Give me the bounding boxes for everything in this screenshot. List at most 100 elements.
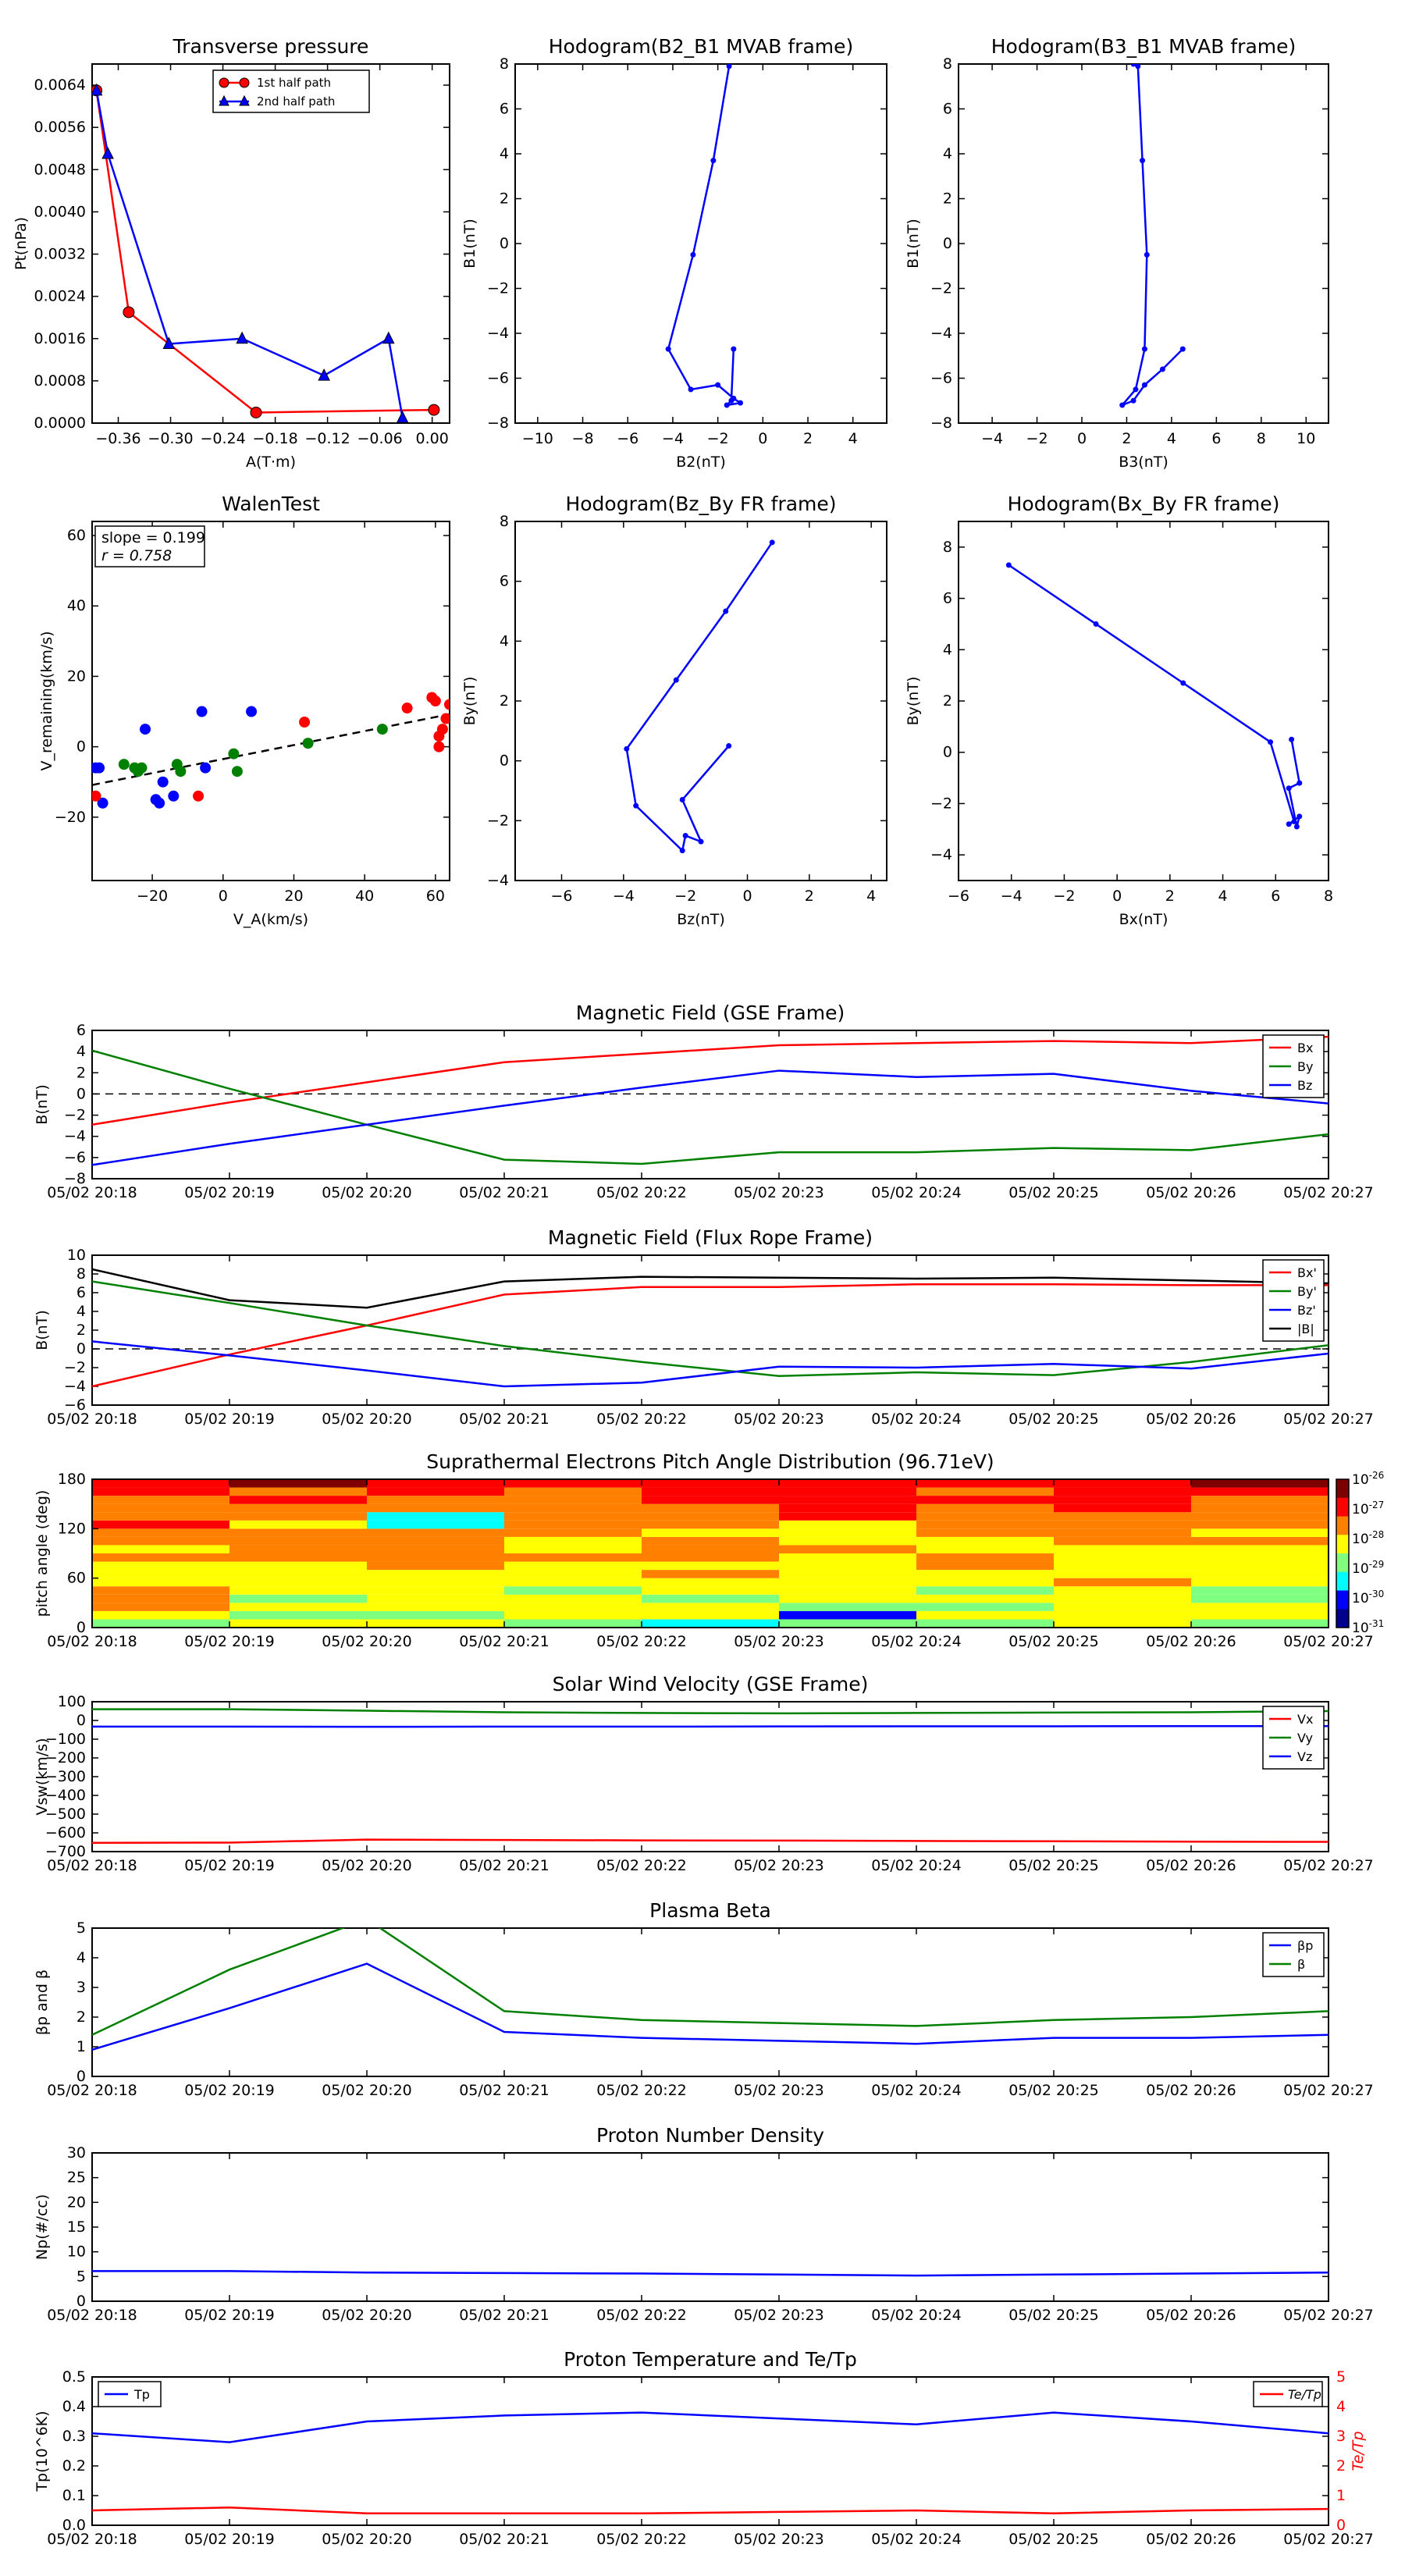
heatmap-cell xyxy=(229,1479,367,1488)
heatmap-cell xyxy=(367,1553,504,1562)
heatmap-cell xyxy=(504,1594,642,1603)
colorbar-exponent: -29 xyxy=(1369,1559,1385,1570)
heatmap-cell xyxy=(779,1520,916,1529)
chart-transverse_pressure: Transverse pressure−0.36 −0.30 −0.24 −0.18−… xyxy=(12,35,450,471)
y-tick-label: 0.1 xyxy=(62,2487,86,2504)
chart-hodogram_b2_b1: Hodogram(B2_B1 MVAB frame) −10 −8 −6 −4 −2 0 2 4… xyxy=(461,35,887,471)
x-tick-label: 4 xyxy=(1218,888,1228,905)
heatmap-cell xyxy=(1191,1603,1329,1611)
time-tick-label: 05/02 20:22 xyxy=(596,1411,687,1428)
legend-label: Bx xyxy=(1297,1041,1313,1055)
data-point xyxy=(1297,780,1303,786)
heatmap-cell xyxy=(1054,1610,1191,1620)
y-tick-label: 20 xyxy=(67,667,86,685)
heatmap-cell xyxy=(367,1479,504,1488)
heatmap-cell xyxy=(92,1487,229,1496)
heatmap-cell xyxy=(367,1603,504,1611)
x-tick-label: 2 xyxy=(805,888,814,905)
y-tick-label: −4 xyxy=(487,325,509,342)
heatmap-cell xyxy=(504,1503,642,1513)
legend-marker xyxy=(239,94,250,106)
data-point xyxy=(737,400,743,406)
data-point xyxy=(1119,402,1126,408)
heatmap-cell xyxy=(1054,1536,1191,1546)
y-tick-label: 2 xyxy=(76,1064,86,1081)
data-point xyxy=(162,336,176,350)
y-tick-label: 4 xyxy=(500,145,509,162)
heatmap-cell xyxy=(779,1603,916,1611)
x-tick-label: 0.00 xyxy=(416,430,449,447)
chart-hodogram_bz_by: Hodogram(Bz_By FR frame) −6 −4 −2 0 2 4 −4 −2 0 2 4… xyxy=(461,493,887,928)
heatmap-cell xyxy=(1191,1503,1329,1513)
y-tick-label: 0.0016 xyxy=(34,330,86,347)
y-tick-label: −8 xyxy=(64,1170,86,1187)
heatmap-cell xyxy=(916,1487,1054,1496)
x-tick-label: −4 xyxy=(1001,888,1023,905)
heatmap-cell xyxy=(229,1487,367,1496)
heatmap-cell xyxy=(779,1528,916,1537)
heatmap-cell xyxy=(1191,1619,1329,1628)
heatmap-cell xyxy=(367,1487,504,1496)
colorbar-segment xyxy=(1336,1571,1349,1591)
time-tick-label: 05/02 20:20 xyxy=(322,1857,412,1874)
colorbar-label: 10-27 xyxy=(1352,1500,1384,1517)
colorbar-label: 10-28 xyxy=(1352,1529,1384,1547)
data-point xyxy=(1141,382,1147,388)
plot-area xyxy=(1119,64,1186,408)
heatmap-cell xyxy=(367,1561,504,1571)
y-tick-label: 0 xyxy=(76,1619,86,1636)
x-tick-label: 6 xyxy=(1211,430,1221,447)
plot-area xyxy=(92,1928,1329,2051)
heatmap-cell xyxy=(504,1512,642,1521)
heatmap-cell xyxy=(92,1570,229,1578)
x-tick-label: 2 xyxy=(803,430,813,447)
x-tick-label: −20 xyxy=(137,888,168,905)
data-point xyxy=(246,706,258,717)
chart-vsw: Solar Wind Velocity (GSE Frame) 05/02 20:… xyxy=(34,1673,1374,1874)
data-point xyxy=(665,346,671,352)
chart-title: Magnetic Field (GSE Frame) xyxy=(576,1002,845,1024)
series-line xyxy=(92,1283,1329,1388)
x-tick-label: −10 xyxy=(522,430,553,447)
data-point xyxy=(698,838,704,845)
heatmap-cell xyxy=(229,1578,367,1587)
data-point xyxy=(231,766,243,777)
time-tick-label: 05/02 20:20 xyxy=(322,2531,412,2548)
legend-label: Bz xyxy=(1297,1078,1312,1093)
y-tick-label: 4 xyxy=(500,632,509,649)
time-tick-label: 05/02 20:19 xyxy=(184,1411,275,1428)
y-tick-label: 0.0032 xyxy=(34,246,86,263)
series-line xyxy=(625,542,774,853)
data-point xyxy=(299,717,311,728)
heatmap-cell xyxy=(642,1496,779,1504)
heatmap-cell xyxy=(1054,1520,1191,1529)
data-point xyxy=(157,776,169,788)
heatmap-cell xyxy=(1191,1610,1329,1620)
plot-area xyxy=(1005,562,1303,830)
data-point xyxy=(136,762,148,774)
plot-frame xyxy=(958,521,1329,881)
time-tick-label: 05/02 20:19 xyxy=(184,2531,275,2548)
y-tick-label: 10 xyxy=(67,1247,86,1264)
x-axis-label: A(T·m) xyxy=(246,454,296,471)
data-point xyxy=(1291,818,1297,824)
heatmap-cell xyxy=(92,1520,229,1529)
y-tick-label: 25 xyxy=(67,2169,86,2186)
y-tick-label: 0 xyxy=(76,1340,86,1357)
x-tick-label: 4 xyxy=(848,430,858,447)
heatmap-cell xyxy=(916,1561,1054,1571)
x-tick-label: −0.12 xyxy=(304,430,350,447)
chart-proton_density: Proton Number Density 05/02 20:18 05/02 20… xyxy=(34,2124,1374,2324)
data-point xyxy=(428,404,440,416)
chart-title: Proton Temperature and Te/Tp xyxy=(564,2348,857,2371)
series-line xyxy=(95,90,404,418)
legend-label: Bx' xyxy=(1297,1265,1317,1280)
data-point xyxy=(429,696,441,706)
x-axis-label: Bx(nT) xyxy=(1119,911,1168,928)
data-point xyxy=(318,368,330,381)
heatmap-cell xyxy=(1054,1619,1191,1628)
data-point xyxy=(433,731,445,742)
y-tick-label: 2 xyxy=(500,692,509,710)
time-tick-label: 05/02 20:27 xyxy=(1283,1411,1374,1428)
y-tick-label: −20 xyxy=(55,809,86,826)
